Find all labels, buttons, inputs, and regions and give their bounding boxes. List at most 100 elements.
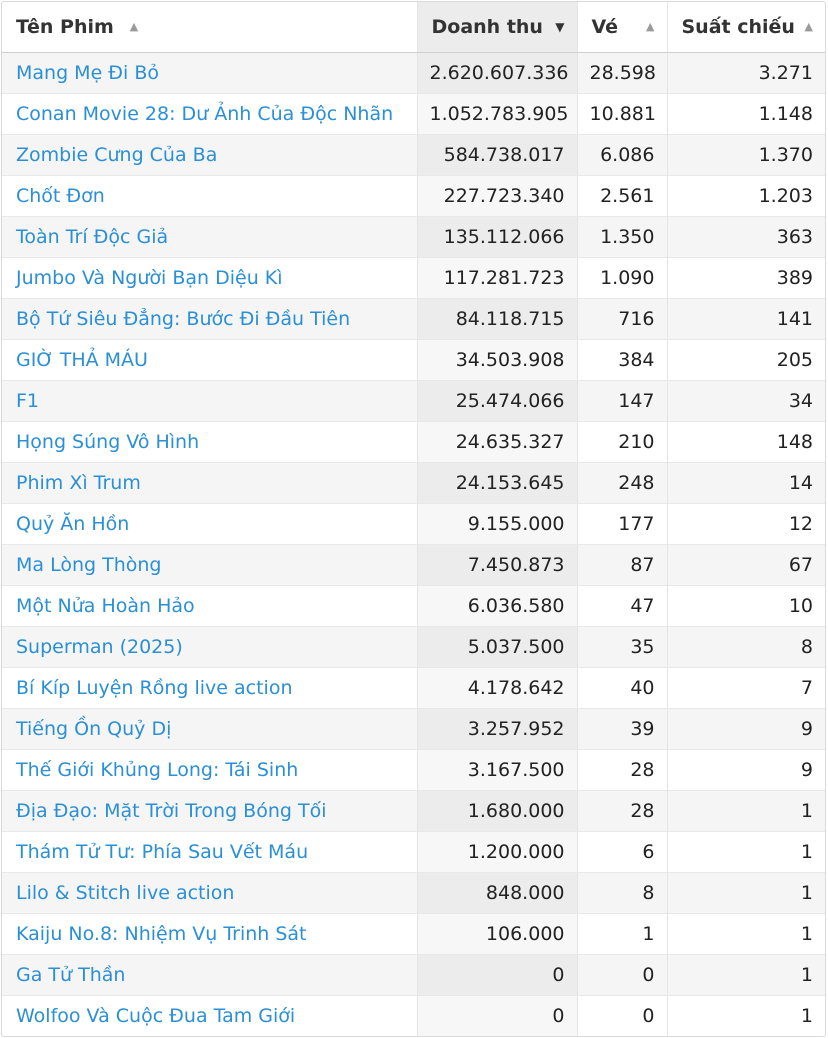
showtimes-cell: 14	[667, 462, 825, 504]
tickets-cell: 384	[577, 339, 668, 381]
table-row: Toàn Trí Độc Giả 135.112.066 1.350 363	[2, 216, 825, 258]
movie-title-cell: Họng Súng Vô Hình	[2, 421, 418, 463]
sort-asc-icon: ▲	[129, 20, 139, 34]
movie-title-link[interactable]: Conan Movie 28: Dư Ảnh Của Độc Nhãn	[16, 102, 394, 125]
table-row: Tiếng Ồn Quỷ Dị 3.257.952 39 9	[2, 708, 825, 750]
movie-title-cell: Conan Movie 28: Dư Ảnh Của Độc Nhãn	[2, 93, 418, 135]
revenue-cell: 3.167.500	[417, 749, 578, 791]
movie-title-link[interactable]: Tiếng Ồn Quỷ Dị	[16, 717, 172, 740]
revenue-cell: 1.680.000	[417, 790, 578, 832]
table-row: F1 25.474.066 147 34	[2, 380, 825, 422]
showtimes-cell: 1.148	[667, 93, 825, 135]
tickets-cell: 1.350	[577, 216, 668, 258]
revenue-cell: 227.723.340	[417, 175, 578, 217]
movie-title-link[interactable]: GIỜ THẢ MÁU	[16, 348, 148, 371]
column-header-showtimes[interactable]: Suất chiếu ▲	[667, 2, 825, 53]
tickets-cell: 248	[577, 462, 668, 504]
movie-title-link[interactable]: Quỷ Ăn Hồn	[16, 512, 130, 535]
movie-title-link[interactable]: Phim Xì Trum	[16, 471, 141, 494]
movie-title-cell: Tiếng Ồn Quỷ Dị	[2, 708, 418, 750]
tickets-cell: 0	[577, 954, 668, 996]
revenue-cell: 3.257.952	[417, 708, 578, 750]
revenue-cell: 84.118.715	[417, 298, 578, 340]
movie-title-cell: Quỷ Ăn Hồn	[2, 503, 418, 545]
sort-asc-icon: ▲	[804, 20, 813, 34]
tickets-cell: 1.090	[577, 257, 668, 299]
showtimes-cell: 10	[667, 585, 825, 627]
movie-title-cell: Zombie Cưng Của Ba	[2, 134, 418, 176]
movie-title-link[interactable]: Superman (2025)	[16, 635, 183, 658]
movie-title-link[interactable]: Họng Súng Vô Hình	[16, 430, 200, 453]
movie-title-link[interactable]: Một Nửa Hoàn Hảo	[16, 594, 195, 617]
movie-title-cell: Chốt Đơn	[2, 175, 418, 217]
movie-title-cell: Một Nửa Hoàn Hảo	[2, 585, 418, 627]
table-row: Họng Súng Vô Hình 24.635.327 210 148	[2, 421, 825, 463]
column-header-tickets[interactable]: Vé ▲	[577, 2, 668, 53]
revenue-cell: 584.738.017	[417, 134, 578, 176]
movie-title-link[interactable]: Bí Kíp Luyện Rồng live action	[16, 676, 293, 699]
movie-title-cell: Thám Tử Tư: Phía Sau Vết Máu	[2, 831, 418, 873]
table-header: Tên Phim ▲ Doanh thu ▼ Vé ▲	[2, 2, 825, 53]
table-row: GIỜ THẢ MÁU 34.503.908 384 205	[2, 339, 825, 381]
table-row: Phim Xì Trum 24.153.645 248 14	[2, 462, 825, 504]
movie-title-cell: Thế Giới Khủng Long: Tái Sinh	[2, 749, 418, 791]
movie-title-cell: GIỜ THẢ MÁU	[2, 339, 418, 381]
movie-title-link[interactable]: Jumbo Và Người Bạn Diệu Kì	[16, 266, 283, 289]
movie-title-link[interactable]: Zombie Cưng Của Ba	[16, 143, 218, 166]
table-row: Lilo & Stitch live action 848.000 8 1	[2, 872, 825, 914]
tickets-cell: 2.561	[577, 175, 668, 217]
column-header-revenue[interactable]: Doanh thu ▼	[417, 2, 578, 53]
tickets-cell: 716	[577, 298, 668, 340]
table-row: Kaiju No.8: Nhiệm Vụ Trinh Sát 106.000 1 1	[2, 913, 825, 955]
tickets-cell: 10.881	[577, 93, 668, 135]
revenue-cell: 34.503.908	[417, 339, 578, 381]
tickets-cell: 0	[577, 995, 668, 1036]
revenue-cell: 24.635.327	[417, 421, 578, 463]
movie-title-link[interactable]: Chốt Đơn	[16, 184, 105, 207]
movie-title-cell: Phim Xì Trum	[2, 462, 418, 504]
movie-title-cell: Ga Tử Thần	[2, 954, 418, 996]
tickets-cell: 28	[577, 749, 668, 791]
movie-title-link[interactable]: Thám Tử Tư: Phía Sau Vết Máu	[16, 840, 309, 863]
showtimes-cell: 205	[667, 339, 825, 381]
movie-title-link[interactable]: Ga Tử Thần	[16, 963, 126, 986]
table-body: Mang Mẹ Đi Bỏ 2.620.607.336 28.598 3.271 Con…	[2, 52, 825, 1036]
movie-title-link[interactable]: Thế Giới Khủng Long: Tái Sinh	[16, 758, 299, 781]
movie-title-link[interactable]: Địa Đạo: Mặt Trời Trong Bóng Tối	[16, 799, 327, 822]
revenue-cell: 106.000	[417, 913, 578, 955]
table-row: Bộ Tứ Siêu Đẳng: Bước Đi Đầu Tiên 84.118.…	[2, 298, 825, 340]
showtimes-cell: 148	[667, 421, 825, 463]
movie-title-link[interactable]: F1	[16, 389, 40, 412]
movie-title-cell: Kaiju No.8: Nhiệm Vụ Trinh Sát	[2, 913, 418, 955]
movie-title-cell: F1	[2, 380, 418, 422]
movie-title-link[interactable]: Wolfoo Và Cuộc Đua Tam Giới	[16, 1004, 296, 1027]
table-row: Một Nửa Hoàn Hảo 6.036.580 47 10	[2, 585, 825, 627]
revenue-cell: 6.036.580	[417, 585, 578, 627]
revenue-cell: 1.200.000	[417, 831, 578, 873]
movie-title-link[interactable]: Mang Mẹ Đi Bỏ	[16, 61, 160, 84]
table-row: Superman (2025) 5.037.500 35 8	[2, 626, 825, 668]
movie-title-link[interactable]: Lilo & Stitch live action	[16, 881, 235, 904]
showtimes-cell: 363	[667, 216, 825, 258]
revenue-cell: 0	[417, 995, 578, 1036]
revenue-cell: 9.155.000	[417, 503, 578, 545]
revenue-cell: 117.281.723	[417, 257, 578, 299]
column-header-title-label: Tên Phim	[16, 15, 114, 38]
movie-title-link[interactable]: Bộ Tứ Siêu Đẳng: Bước Đi Đầu Tiên	[16, 307, 351, 330]
revenue-cell: 24.153.645	[417, 462, 578, 504]
tickets-cell: 87	[577, 544, 668, 586]
revenue-cell: 5.037.500	[417, 626, 578, 668]
movie-title-cell: Wolfoo Và Cuộc Đua Tam Giới	[2, 995, 418, 1036]
showtimes-cell: 1	[667, 790, 825, 832]
movie-title-link[interactable]: Kaiju No.8: Nhiệm Vụ Trinh Sát	[16, 922, 307, 945]
revenue-cell: 135.112.066	[417, 216, 578, 258]
movie-title-link[interactable]: Ma Lòng Thòng	[16, 553, 162, 576]
tickets-cell: 28	[577, 790, 668, 832]
tickets-cell: 28.598	[577, 52, 668, 94]
showtimes-cell: 1.203	[667, 175, 825, 217]
movie-title-link[interactable]: Toàn Trí Độc Giả	[16, 225, 169, 248]
table-row: Wolfoo Và Cuộc Đua Tam Giới 0 0 1	[2, 995, 825, 1036]
column-header-title[interactable]: Tên Phim ▲	[2, 2, 418, 53]
tickets-cell: 47	[577, 585, 668, 627]
